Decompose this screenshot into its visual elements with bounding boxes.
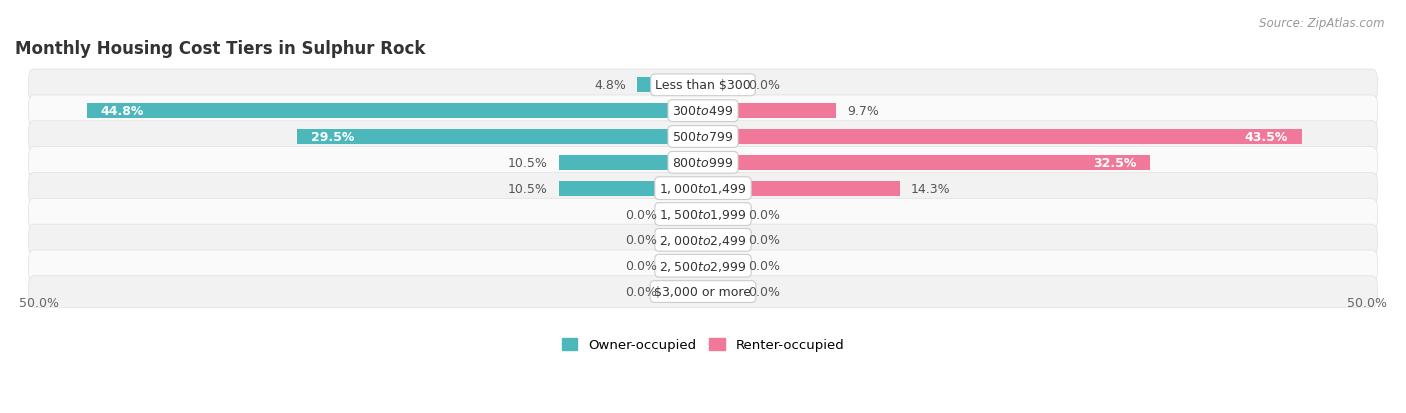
Bar <box>703 104 837 119</box>
Bar <box>87 104 703 119</box>
Text: $2,000 to $2,499: $2,000 to $2,499 <box>659 233 747 247</box>
Bar <box>669 284 703 299</box>
Bar <box>703 207 737 222</box>
Text: 0.0%: 0.0% <box>626 259 658 273</box>
Bar <box>703 155 1150 171</box>
Text: $300 to $499: $300 to $499 <box>672 105 734 118</box>
Text: 29.5%: 29.5% <box>311 131 354 144</box>
Text: 0.0%: 0.0% <box>626 234 658 247</box>
Text: 50.0%: 50.0% <box>20 297 59 309</box>
Bar <box>703 78 737 93</box>
Text: 14.3%: 14.3% <box>911 182 950 195</box>
Text: 0.0%: 0.0% <box>748 234 780 247</box>
Text: $1,000 to $1,499: $1,000 to $1,499 <box>659 182 747 196</box>
FancyBboxPatch shape <box>28 147 1378 179</box>
Bar <box>669 259 703 274</box>
FancyBboxPatch shape <box>28 121 1378 153</box>
Bar <box>703 181 900 196</box>
FancyBboxPatch shape <box>28 276 1378 308</box>
Text: 0.0%: 0.0% <box>748 208 780 221</box>
Legend: Owner-occupied, Renter-occupied: Owner-occupied, Renter-occupied <box>557 333 849 356</box>
Text: Monthly Housing Cost Tiers in Sulphur Rock: Monthly Housing Cost Tiers in Sulphur Ro… <box>15 40 426 58</box>
Text: 44.8%: 44.8% <box>100 105 143 118</box>
Text: 10.5%: 10.5% <box>508 157 547 169</box>
Text: Less than $300: Less than $300 <box>655 79 751 92</box>
Text: 43.5%: 43.5% <box>1244 131 1288 144</box>
Bar <box>669 233 703 248</box>
Text: 0.0%: 0.0% <box>748 285 780 298</box>
Text: 9.7%: 9.7% <box>848 105 879 118</box>
FancyBboxPatch shape <box>28 225 1378 256</box>
Text: 0.0%: 0.0% <box>626 285 658 298</box>
Text: $1,500 to $1,999: $1,500 to $1,999 <box>659 207 747 221</box>
FancyBboxPatch shape <box>28 96 1378 127</box>
Bar <box>703 233 737 248</box>
Bar <box>669 207 703 222</box>
FancyBboxPatch shape <box>28 250 1378 282</box>
Text: $800 to $999: $800 to $999 <box>672 157 734 169</box>
Bar <box>558 181 703 196</box>
Bar <box>703 130 1302 145</box>
FancyBboxPatch shape <box>28 173 1378 204</box>
Text: $500 to $799: $500 to $799 <box>672 131 734 144</box>
Bar <box>637 78 703 93</box>
Text: $3,000 or more: $3,000 or more <box>655 285 751 298</box>
Text: 10.5%: 10.5% <box>508 182 547 195</box>
Bar <box>703 284 737 299</box>
Text: 4.8%: 4.8% <box>595 79 626 92</box>
Text: Source: ZipAtlas.com: Source: ZipAtlas.com <box>1260 17 1385 29</box>
Text: 0.0%: 0.0% <box>626 208 658 221</box>
Bar <box>703 259 737 274</box>
Bar <box>297 130 703 145</box>
Text: 50.0%: 50.0% <box>1347 297 1386 309</box>
FancyBboxPatch shape <box>28 199 1378 230</box>
Text: $2,500 to $2,999: $2,500 to $2,999 <box>659 259 747 273</box>
Bar <box>558 155 703 171</box>
Text: 0.0%: 0.0% <box>748 259 780 273</box>
Text: 0.0%: 0.0% <box>748 79 780 92</box>
FancyBboxPatch shape <box>28 70 1378 101</box>
Text: 32.5%: 32.5% <box>1092 157 1136 169</box>
